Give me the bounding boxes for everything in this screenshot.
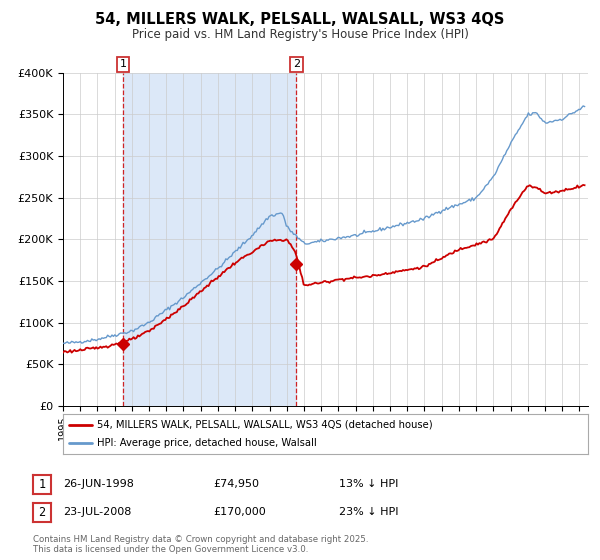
Text: 23% ↓ HPI: 23% ↓ HPI (339, 507, 398, 517)
Text: 23-JUL-2008: 23-JUL-2008 (63, 507, 131, 517)
Text: 13% ↓ HPI: 13% ↓ HPI (339, 479, 398, 489)
Text: 54, MILLERS WALK, PELSALL, WALSALL, WS3 4QS: 54, MILLERS WALK, PELSALL, WALSALL, WS3 … (95, 12, 505, 27)
Text: HPI: Average price, detached house, Walsall: HPI: Average price, detached house, Wals… (97, 438, 317, 448)
Text: 2: 2 (293, 59, 300, 69)
Text: £170,000: £170,000 (213, 507, 266, 517)
Text: 26-JUN-1998: 26-JUN-1998 (63, 479, 134, 489)
Text: Contains HM Land Registry data © Crown copyright and database right 2025.
This d: Contains HM Land Registry data © Crown c… (33, 535, 368, 554)
Text: Price paid vs. HM Land Registry's House Price Index (HPI): Price paid vs. HM Land Registry's House … (131, 28, 469, 41)
Bar (123, 73, 296, 406)
Text: 1: 1 (119, 59, 127, 69)
Text: 2: 2 (38, 506, 46, 519)
Text: 1: 1 (38, 478, 46, 491)
Text: £74,950: £74,950 (213, 479, 259, 489)
Text: 54, MILLERS WALK, PELSALL, WALSALL, WS3 4QS (detached house): 54, MILLERS WALK, PELSALL, WALSALL, WS3 … (97, 420, 433, 430)
